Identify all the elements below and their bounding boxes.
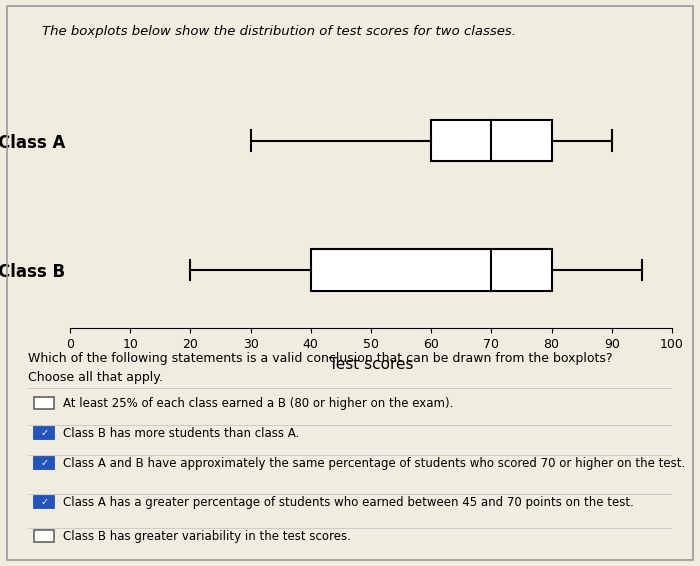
Text: Class A and B have approximately the same percentage of students who scored 70 o: Class A and B have approximately the sam… [64,457,686,470]
Text: At least 25% of each class earned a B (80 or higher on the exam).: At least 25% of each class earned a B (8… [64,397,454,410]
Bar [34,397,54,409]
Text: ✓: ✓ [40,428,48,438]
Bar [34,496,54,508]
Text: Class B has more students than class A.: Class B has more students than class A. [64,427,300,440]
Text: The boxplots below show the distribution of test scores for two classes.: The boxplots below show the distribution… [42,25,516,38]
Bar [431,120,552,161]
Text: Choose all that apply.: Choose all that apply. [28,371,163,384]
Bar [34,457,54,469]
Text: ✓: ✓ [40,458,48,468]
Bar [34,427,54,439]
Bar [34,496,54,508]
X-axis label: Test scores: Test scores [329,357,413,371]
Bar [311,250,552,291]
Text: Class B has greater variability in the test scores.: Class B has greater variability in the t… [64,530,351,543]
Text: ✓: ✓ [40,497,48,507]
Bar [34,427,54,439]
Text: Which of the following statements is a valid conclusion that can be drawn from t: Which of the following statements is a v… [28,351,612,365]
Text: Class A has a greater percentage of students who earned between 45 and 70 points: Class A has a greater percentage of stud… [64,496,634,509]
Bar [34,457,54,469]
Bar [34,530,54,542]
